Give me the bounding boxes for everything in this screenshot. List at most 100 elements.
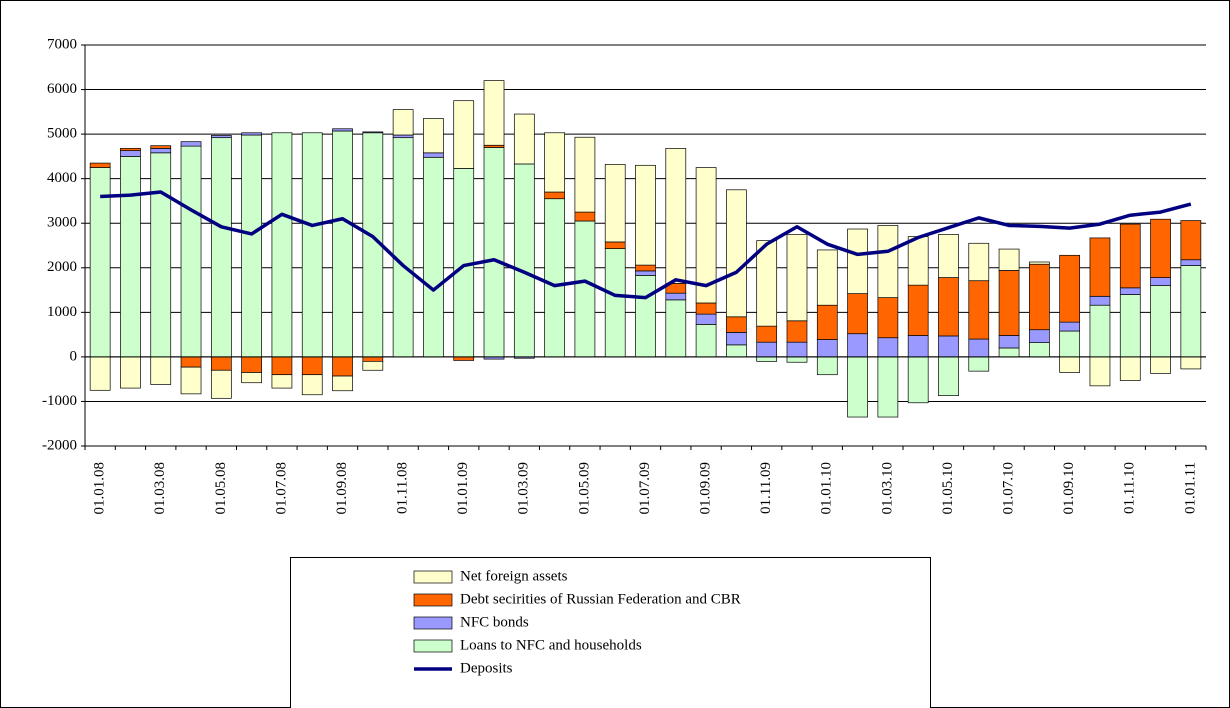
legend-label: Loans to NFC and households [460,637,642,653]
bar [695,324,717,358]
bar [1029,261,1050,265]
y-tick-label: 4000 [47,170,77,186]
legend-label: Debt secirities of Russian Federation an… [460,591,741,607]
bar [180,141,202,147]
bar [301,132,323,358]
x-tick-label: 01.07.08 [273,462,289,515]
bar [938,234,959,278]
bar [210,135,232,139]
bar [938,335,959,358]
legend-swatch [413,616,453,630]
bar [907,236,929,286]
bar [907,284,929,336]
bar [453,100,475,169]
bar [544,198,565,358]
bar [816,249,838,306]
bar [786,234,808,322]
bar [89,162,111,168]
x-tick-label: 01.01.08 [92,462,108,515]
x-tick-label: 01.11.10 [1122,462,1138,514]
bar [544,132,565,193]
bar [635,264,656,272]
bar [453,356,475,361]
bar [756,356,778,362]
y-tick-label: 0 [70,348,78,364]
bar [392,109,414,136]
x-tick-label: 01.07.09 [637,462,653,515]
bar [423,152,444,158]
bar [998,335,1020,349]
bar [210,137,232,358]
y-tick-label: 5000 [47,126,77,142]
bar [120,356,141,389]
bar [1059,356,1081,373]
bar [89,356,111,391]
x-tick-label: 01.03.08 [152,462,168,515]
y-tick-label: 2000 [47,259,77,275]
bar [1059,254,1081,323]
bar [726,344,747,358]
bar [1059,321,1081,332]
bar [483,80,505,146]
x-tick-label: 01.09.10 [1061,462,1077,515]
bar [786,341,808,358]
bar [301,356,323,376]
bar [1150,285,1171,358]
legend-label: NFC bonds [460,614,529,630]
bar [120,156,141,358]
bar [241,356,262,373]
bar [998,347,1020,358]
bar [362,360,384,371]
bar [271,132,293,358]
bar [695,302,717,315]
bar [726,316,747,333]
bar [120,150,141,157]
bar [150,356,172,385]
x-tick-label: 01.09.08 [334,462,350,515]
bar [120,148,141,151]
bar [877,297,899,339]
bar [180,145,202,358]
bar [695,167,717,304]
bar [1180,356,1202,370]
bar [1150,218,1171,278]
bar [574,211,596,222]
bar [1089,356,1111,387]
bar [756,240,778,327]
bar [423,118,444,154]
bar [816,304,838,340]
bar [392,134,414,139]
legend-label: Deposits [460,660,513,676]
bar [362,356,384,362]
y-tick-label: 1000 [47,304,77,320]
bar [362,131,384,134]
bar [483,147,505,358]
bar [907,356,929,404]
bar [1119,287,1141,295]
bar [1119,356,1141,381]
bar [150,145,172,149]
bar [332,356,353,377]
bar [816,339,838,358]
bar [1029,263,1050,331]
bar [271,356,293,376]
bar [574,136,596,213]
bar [604,164,626,243]
bar [150,152,172,358]
y-tick-label: 3000 [47,215,77,231]
y-tick-label: -2000 [42,437,77,453]
bar [665,292,687,301]
bar [544,191,565,200]
x-tick-label: 01.01.09 [455,462,471,515]
bar [1089,304,1111,358]
bar [968,338,990,358]
bar [1029,329,1050,343]
x-tick-label: 01.11.08 [395,462,411,514]
bar [150,148,172,154]
bar [877,337,899,358]
bar [847,333,868,358]
legend: Net foreign assets Debt secirities of Rus… [290,557,931,708]
legend-swatch [413,593,453,607]
bar [301,374,323,396]
